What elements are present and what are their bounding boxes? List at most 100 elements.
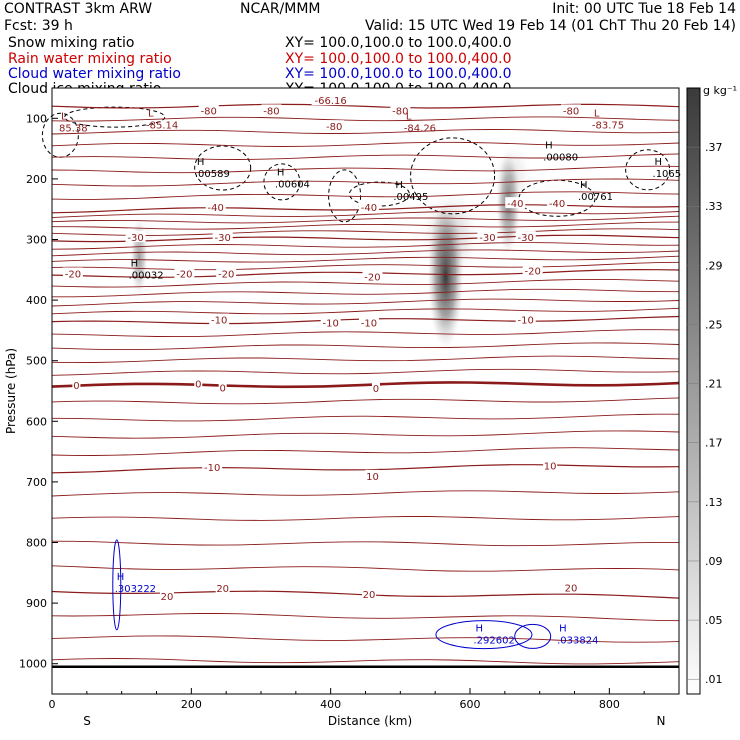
contour-label: -20 [525,266,541,277]
contour-label: -10 [361,319,377,330]
y-axis: 100 200 300 400 500 600 700 800 900 1000 [19,112,58,671]
contour-label-bg [477,231,498,243]
isotherm-contour [51,278,680,288]
isotherm-contour [51,658,680,665]
y-tick-label: 100 [26,112,47,125]
contour-label-bg [218,381,227,393]
colorbar-tick-label: .29 [705,259,723,272]
colorbar: g kg⁻¹ .37 .33 .29 .25 .21 .17 .13 .09 .05 .01 [686,84,737,695]
init-time: Init: 00 UTC Tue 18 Feb 14 [552,1,736,17]
isotherm-contours [51,103,680,668]
field-xy-cloud-water: XY= 100.0,100.0 to 100.0,400.0 [285,66,512,82]
high-marker: H [580,180,588,191]
colorbar-tick-label: .01 [705,673,723,686]
contour-label-bg [209,313,230,325]
contour-label: -10 [518,315,534,326]
contour-label-bg [365,469,380,481]
extremum-value: -83.75 [592,120,624,131]
contour-label-bg [159,589,174,601]
contour-label: 10 [366,472,379,483]
x-tick-label: 800 [599,698,620,711]
isotherm-contour [51,153,680,160]
contour-label-bg [311,94,350,106]
isotherm-contour [51,215,680,224]
isotherm-contour [51,613,680,622]
cloud-ice-contour [348,181,410,207]
contour-label: -66.16 [315,96,347,107]
contour-label-bg [515,231,536,243]
contour-label-bg [564,581,579,593]
isotherm-contour [51,234,680,243]
cloud-ice-contour [64,106,166,128]
extremum-value: .1065 [653,169,682,180]
high-marker: H [131,259,139,270]
low-marker: L [61,111,67,122]
y-tick-label: 1000 [19,658,47,671]
y-tick-label: 500 [26,355,47,368]
freezing-level-contour [51,381,680,389]
contour-label-bg [361,588,376,600]
contour-label: 20 [216,584,229,595]
y-tick-label: 600 [26,415,47,428]
y-tick-label: 400 [26,294,47,307]
isotherm-contour [52,221,680,230]
contour-label: -20 [218,269,234,280]
colorbar-tick-label: .37 [705,141,723,154]
isotherm-contour [51,355,680,364]
isotherm-contour [51,342,680,351]
y-tick-label: 200 [26,173,47,186]
contour-label: 0 [373,384,379,395]
contour-label-bg [215,581,230,593]
low-marker: L [406,111,412,122]
contour-label-bg [371,381,380,393]
contour-label: -10 [322,319,338,330]
high-marker: H [117,572,125,583]
y-tick-label: 300 [26,234,47,247]
isotherm-contour [51,329,680,338]
contour-label-bg [362,270,383,282]
x-axis: 0 200 400 600 800 [49,688,645,711]
valid-time: Valid: 15 UTC Wed 19 Feb 14 (01 ChT Thu … [365,18,736,34]
contour-label-bg [62,267,83,279]
contour-label-bg [212,231,233,243]
high-marker: H [475,623,483,634]
extrema-labels: L85.38L-85.14L-84.26L-83.75H.00080H.0058… [59,108,681,646]
extremum-value: -84.26 [404,123,436,134]
cloud-ice-contour [625,149,671,191]
x-end-label-right: N [657,714,666,728]
forecast-hour: Fcst: 39 h [4,18,73,34]
contour-label: -20 [176,269,192,280]
isotherm-contour [51,165,680,174]
contour-label-bg [561,104,582,116]
extremum-value: .00080 [543,152,578,163]
isotherm-contour [51,129,680,135]
x-tick-label: 200 [181,698,202,711]
isotherm-contour [51,255,680,263]
contour-label: 0 [219,383,225,394]
field-name-cloud-water: Cloud water mixing ratio [8,66,181,82]
colorbar-tick-label: .05 [705,614,723,627]
isotherm-contour [51,298,680,307]
colorbar-tick-label: .21 [705,378,723,391]
colorbar-tick-label: .13 [705,496,723,509]
contour-label-bg [72,378,81,390]
contour-label: -20 [364,272,380,283]
colorbar-tick-label: .17 [705,437,723,450]
isotherm-contour [51,116,680,122]
x-tick-label: 0 [49,698,56,711]
isotherm-contour [51,397,680,405]
y-axis-label: Pressure (hPa) [4,348,18,434]
isotherm-contour [51,228,680,236]
high-marker: H [545,140,553,151]
extremum-value: .303222 [115,584,156,595]
high-marker: H [559,623,567,634]
contour-label-bg [515,313,536,325]
cloud-ice-contour [194,145,252,191]
contour-label: 0 [195,380,201,391]
isotherm-contour [51,141,680,147]
contour-label: -80 [392,106,408,117]
field-name-rain: Rain water mixing ratio [8,51,172,67]
contour-label-bg [320,316,341,328]
